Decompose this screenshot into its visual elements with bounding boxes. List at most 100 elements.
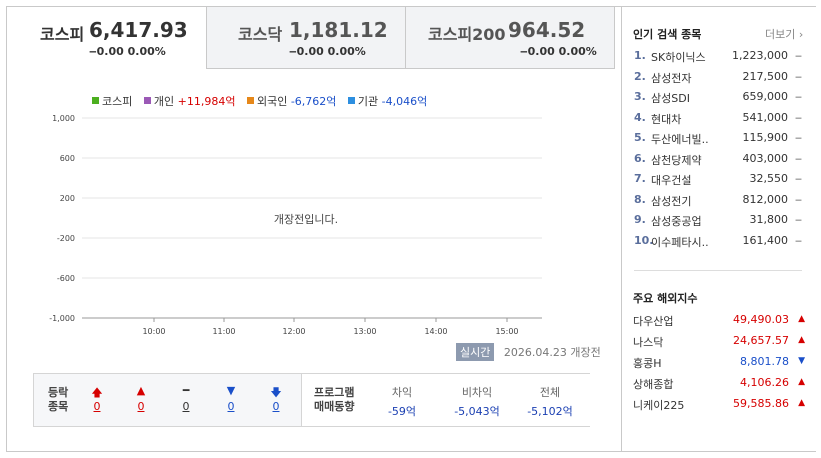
- world-index-item[interactable]: 다우산업 49,490.03 ▲: [633, 313, 805, 333]
- y-tick-label: 1,000: [52, 114, 75, 123]
- index-name[interactable]: 다우산업: [633, 315, 674, 328]
- program-arbitrage: 차익 -59억: [387, 386, 417, 418]
- legend-swatch: [246, 97, 254, 104]
- stock-price: 31,800: [749, 213, 789, 226]
- stock-price: 812,000: [742, 192, 789, 206]
- world-index-item[interactable]: 홍콩H 8,801.78 ▼: [633, 355, 805, 375]
- popular-stock-item[interactable]: 8. 삼성전기 812,000 ‒: [634, 193, 802, 213]
- rank-number: 7.: [634, 172, 646, 185]
- tab-value: 6,417.93: [89, 18, 188, 42]
- world-index-item[interactable]: 니케이225 59,585.86 ▲: [633, 397, 805, 417]
- legend-item: 개인 +11,984억: [143, 95, 236, 108]
- y-tick-label: -200: [57, 234, 75, 243]
- x-tick-label: 10:00: [142, 327, 165, 336]
- world-index-item[interactable]: 상해종합 4,106.26 ▲: [633, 376, 805, 396]
- stock-price: 115,900: [742, 131, 789, 144]
- stock-name[interactable]: 삼성전자: [651, 71, 692, 85]
- up-triangle-icon: ▲: [798, 314, 805, 324]
- stock-change: ‒: [795, 69, 802, 83]
- stock-change: ‒: [795, 213, 802, 226]
- tab-kospi[interactable]: 코스피 6,417.93 ‒0.00 0.00%: [7, 7, 206, 69]
- stock-name[interactable]: SK하이닉스: [651, 51, 706, 64]
- stock-name[interactable]: 이수페타시..: [651, 235, 709, 249]
- index-name[interactable]: 니케이225: [633, 399, 685, 412]
- tab-change: ‒0.00 0.00%: [289, 45, 366, 58]
- legend-swatch: [92, 97, 99, 104]
- index-name[interactable]: 홍콩H: [633, 357, 662, 370]
- program-label: 프로그램 매매동향: [314, 386, 355, 413]
- popular-stock-item[interactable]: 2. 삼성전자 217,500 ‒: [634, 70, 802, 90]
- stock-change: ‒: [795, 110, 802, 124]
- legend-item: 기관 -4,046억: [347, 95, 428, 108]
- stock-price: 541,000: [742, 110, 789, 124]
- up-triangle-icon: ▲: [798, 377, 805, 387]
- intraday-chart: 1,000 600 200 -200 -600 -1,000 10:00 11:00 12:0…: [49, 114, 542, 336]
- tab-kosdaq[interactable]: 코스닥 1,181.12 ‒0.00 0.00%: [206, 7, 405, 69]
- stock-change: ‒: [795, 151, 802, 165]
- world-index-item[interactable]: 나스닥 24,657.57 ▲: [633, 334, 805, 354]
- y-tick-label: 200: [60, 194, 75, 203]
- more-link[interactable]: 더보기 ›: [765, 28, 804, 41]
- popular-stock-item[interactable]: 1. SK하이닉스 1,223,000 ‒: [634, 49, 802, 69]
- rank-number: 9.: [634, 213, 646, 226]
- stock-name[interactable]: 삼성SDI: [651, 92, 690, 105]
- popular-title: 인기 검색 종목: [633, 28, 702, 41]
- popular-stock-item[interactable]: 6. 삼천당제약 403,000 ‒: [634, 152, 802, 172]
- tab-change: ‒0.00 0.00%: [89, 45, 166, 58]
- rank-number: 1.: [634, 49, 646, 62]
- x-tick-label: 11:00: [212, 327, 235, 336]
- flat-count[interactable]: ━ 0: [176, 384, 196, 413]
- world-title: 주요 해외지수: [633, 292, 698, 305]
- stock-change: ‒: [795, 49, 802, 62]
- index-value: 4,106.26: [740, 376, 789, 389]
- side-panel: 인기 검색 종목 더보기 › 1. SK하이닉스 1,223,000 ‒ 2. 삼성전자 2…: [621, 7, 816, 451]
- popular-stock-item[interactable]: 10. 이수페타시.. 161,400 ‒: [634, 234, 802, 254]
- market-breadth: 등락 종목 🡅 0 ▲ 0 ━ 0 ▼ 0 🡇 0 프로그램 매매동향 차익 -…: [33, 373, 590, 427]
- tab-kospi200[interactable]: 코스피200 964.52 ‒0.00 0.00%: [405, 7, 615, 69]
- lower-limit-icon: 🡇: [270, 386, 282, 399]
- fall-icon: ▼: [226, 384, 236, 397]
- legend-label: 개인: [153, 95, 175, 108]
- rise-icon: ▲: [136, 384, 146, 397]
- chart-message: 개장전입니다.: [274, 213, 338, 226]
- legend-value: -4,046억: [381, 95, 428, 108]
- tab-change: ‒0.00 0.00%: [520, 45, 597, 58]
- legend-swatch: [143, 97, 151, 104]
- upper-limit-count[interactable]: 🡅 0: [87, 384, 107, 413]
- popular-stock-item[interactable]: 3. 삼성SDI 659,000 ‒: [634, 90, 802, 110]
- program-total: 전체 -5,102억: [527, 386, 573, 418]
- index-name[interactable]: 나스닥: [633, 336, 664, 349]
- index-value: 49,490.03: [733, 313, 789, 326]
- rank-number: 3.: [634, 90, 646, 103]
- legend-value: +11,984억: [177, 95, 236, 108]
- chart-status: 실시간 2026.04.23 개장전: [456, 343, 601, 361]
- stock-name[interactable]: 대우건설: [651, 174, 692, 187]
- popular-stock-item[interactable]: 4. 현대차 541,000 ‒: [634, 111, 802, 131]
- stock-name[interactable]: 삼성전기: [651, 194, 692, 208]
- popular-stock-item[interactable]: 5. 두산에너빌.. 115,900 ‒: [634, 131, 802, 151]
- x-tick-label: 13:00: [353, 327, 376, 336]
- y-tick-label: -1,000: [49, 314, 75, 323]
- rank-number: 6.: [634, 151, 646, 165]
- index-tabs: 코스피 6,417.93 ‒0.00 0.00% 코스닥 1,181.12 ‒0…: [7, 7, 615, 69]
- rank-number: 2.: [634, 69, 646, 83]
- stock-name[interactable]: 현대차: [651, 112, 682, 126]
- lower-limit-count[interactable]: 🡇 0: [266, 384, 286, 413]
- rise-count[interactable]: ▲ 0: [131, 384, 151, 413]
- legend-item: 코스피: [92, 95, 132, 108]
- stock-name[interactable]: 삼천당제약: [651, 153, 702, 167]
- index-name[interactable]: 상해종합: [633, 378, 674, 391]
- legend-swatch: [347, 97, 355, 104]
- popular-stock-item[interactable]: 7. 대우건설 32,550 ‒: [634, 172, 802, 192]
- realtime-badge[interactable]: 실시간: [456, 343, 495, 361]
- chart-legend: 코스피 개인 +11,984억 외국인 -6,762억 기관 -4,046억: [92, 93, 435, 109]
- tab-name: 코스피: [40, 25, 85, 44]
- stock-name[interactable]: 두산에너빌..: [651, 133, 709, 146]
- tab-name: 코스피200: [428, 25, 506, 44]
- popular-stock-item[interactable]: 9. 삼성중공업 31,800 ‒: [634, 213, 802, 233]
- fall-count[interactable]: ▼ 0: [221, 384, 241, 413]
- breadth-label: 등락 종목: [48, 386, 69, 413]
- stock-name[interactable]: 삼성중공업: [651, 215, 702, 228]
- stock-change: ‒: [795, 90, 802, 103]
- stock-change: ‒: [795, 131, 802, 144]
